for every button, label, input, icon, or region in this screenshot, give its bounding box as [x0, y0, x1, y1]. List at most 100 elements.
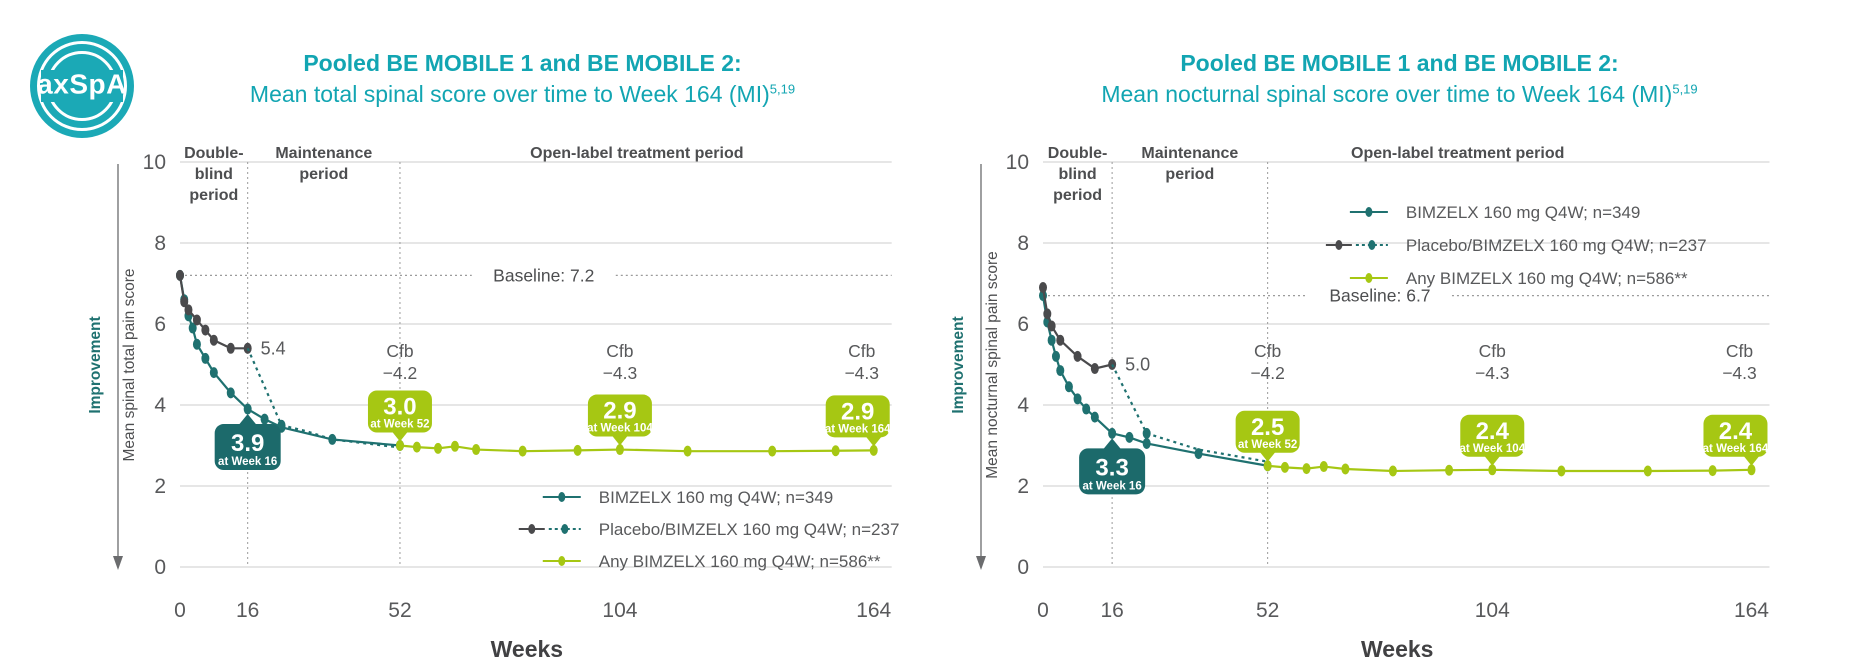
period-label: period — [299, 166, 348, 183]
improvement-label: Improvement — [950, 316, 967, 413]
improvement-arrow-head — [976, 556, 986, 570]
right-chart-panel: Pooled BE MOBILE 1 and BE MOBILE 2: Mean… — [933, 0, 1866, 672]
right-chart-svg: 0 2 4 6 8 10 Baseline: 6.7 Double-blind period Ma… — [950, 145, 1770, 662]
x-axis-tick-label: 52 — [388, 599, 411, 622]
right-title-line2: Mean nocturnal spinal score over time to… — [933, 79, 1866, 110]
series-line-bimzelx — [178, 275, 401, 447]
data-point-any_bimzelx — [1280, 461, 1289, 473]
baseline-label: Baseline: 7.2 — [493, 265, 594, 285]
callout-badge — [367, 390, 432, 433]
period-label: Open-label treatment period — [530, 145, 743, 162]
data-point-any_bimzelx — [1708, 465, 1717, 477]
data-point-placebo — [1043, 308, 1052, 320]
y-axis-tick-label: 2 — [154, 475, 166, 498]
data-point-bimzelx — [260, 413, 269, 425]
y-axis-tick-label: 8 — [1017, 232, 1029, 255]
data-point-bimzelx — [1125, 431, 1134, 443]
badge-sublabel: at Week 52 — [370, 419, 429, 431]
badge-value: 3.3 — [1095, 454, 1128, 481]
legend-swatch-marker — [1365, 273, 1373, 283]
badge-sublabel: at Week 104 — [1459, 443, 1525, 455]
data-point-any_bimzelx — [472, 444, 481, 456]
period-label: blind — [195, 166, 233, 183]
x-axis-tick-label: 104 — [1475, 599, 1510, 622]
legend-swatch-marker — [558, 492, 566, 502]
data-point-placebo — [192, 314, 201, 326]
legend-label: BIMZELX 160 mg Q4W; n=349 — [1406, 203, 1641, 222]
logo-outer-ring — [37, 41, 127, 131]
period-label: Maintenance — [275, 145, 372, 162]
right-chart-title: Pooled BE MOBILE 1 and BE MOBILE 2: Mean… — [933, 48, 1866, 110]
cfb-annotation-line2: −4.3 — [1475, 363, 1510, 383]
data-point-bimzelx — [1082, 403, 1091, 415]
data-point-bimzelx — [209, 367, 218, 379]
data-point-bimzelx — [226, 387, 235, 399]
cfb-annotation-line2: −4.3 — [603, 363, 638, 383]
period-label: period — [1165, 166, 1214, 183]
data-point-any_bimzelx — [1263, 460, 1272, 472]
legend-swatch-marker — [1335, 240, 1343, 250]
y-axis-tick-label: 10 — [143, 151, 166, 174]
data-point-placebo — [176, 269, 184, 281]
data-point-placebo — [201, 324, 210, 336]
cfb-annotation-line1: Cfb — [848, 341, 875, 361]
data-point-any_bimzelx — [395, 440, 404, 451]
legend-swatch-marker — [528, 524, 536, 534]
improvement-label: Improvement — [87, 316, 104, 413]
badge-sublabel: at Week 52 — [1238, 439, 1297, 451]
series-line-bimzelx — [1041, 295, 1268, 467]
badge-tail — [1259, 451, 1276, 462]
cfb-annotation-line1: Cfb — [606, 341, 633, 361]
badge-value: 2.9 — [603, 398, 636, 425]
x-axis-tick-label: 16 — [236, 599, 259, 622]
x-axis-tick-label: 164 — [856, 599, 891, 622]
left-title-references: 5,19 — [769, 81, 796, 97]
badge-tail — [1103, 438, 1122, 450]
cfb-annotation-line1: Cfb — [386, 341, 413, 361]
y-axis-tick-label: 4 — [154, 394, 166, 417]
y-axis-tick-label: 0 — [1017, 556, 1029, 579]
y-axis-tick-label: 6 — [154, 313, 166, 336]
badge-value: 3.9 — [231, 430, 264, 457]
left-chart-panel: Pooled BE MOBILE 1 and BE MOBILE 2: Mean… — [87, 50, 899, 662]
badge-tail — [611, 435, 628, 446]
legend-swatch-marker — [558, 556, 566, 566]
period-label: blind — [1058, 166, 1096, 183]
y-axis-tick-label: 4 — [1017, 394, 1029, 417]
data-point-bimzelx — [1142, 437, 1151, 449]
badge-sublabel: at Week 16 — [1082, 480, 1141, 492]
data-point-any_bimzelx — [1341, 463, 1350, 475]
data-point-placebo — [1039, 282, 1047, 294]
data-point-bimzelx — [188, 322, 197, 334]
period-label: Open-label treatment period — [1351, 145, 1564, 162]
callout-badge — [825, 395, 890, 438]
data-point-any_bimzelx — [1557, 465, 1566, 477]
data-point-bimzelx — [1064, 381, 1073, 393]
y-axis-tick-label: 0 — [154, 556, 166, 579]
data-point-bimzelx — [1047, 334, 1056, 346]
left-title-line1: Pooled BE MOBILE 1 and BE MOBILE 2: — [303, 50, 742, 76]
data-point-bimzelx — [243, 403, 252, 415]
data-point-bimzelx — [192, 338, 201, 350]
y-axis-tick-label: 6 — [1017, 313, 1029, 336]
data-point-any_bimzelx — [1319, 461, 1328, 473]
badge-tail — [391, 431, 408, 442]
data-point-placebo — [209, 334, 218, 346]
period-label: Double- — [184, 145, 244, 162]
callout-badge — [1460, 414, 1525, 457]
legend-swatch-marker — [1365, 207, 1373, 217]
data-point-bimzelx — [1108, 427, 1117, 439]
axspa-logo: axSpA — [30, 34, 134, 138]
cfb-annotation-line2: −4.2 — [383, 363, 418, 383]
x-axis-tick-label: 164 — [1734, 599, 1769, 622]
x-axis-tick-label: 104 — [602, 599, 637, 622]
callout-badge — [1235, 410, 1300, 453]
data-point-bimzelx — [1090, 411, 1099, 423]
callout-badge — [587, 394, 652, 437]
improvement-arrow-head — [113, 556, 123, 570]
data-point-any_bimzelx — [869, 444, 878, 456]
data-point-any_bimzelx — [1302, 463, 1311, 475]
right-title-line2-text: Mean nocturnal spinal score over time to… — [1101, 81, 1673, 108]
data-point-bimzelx — [1073, 393, 1082, 405]
legend-swatch-marker — [561, 524, 569, 534]
